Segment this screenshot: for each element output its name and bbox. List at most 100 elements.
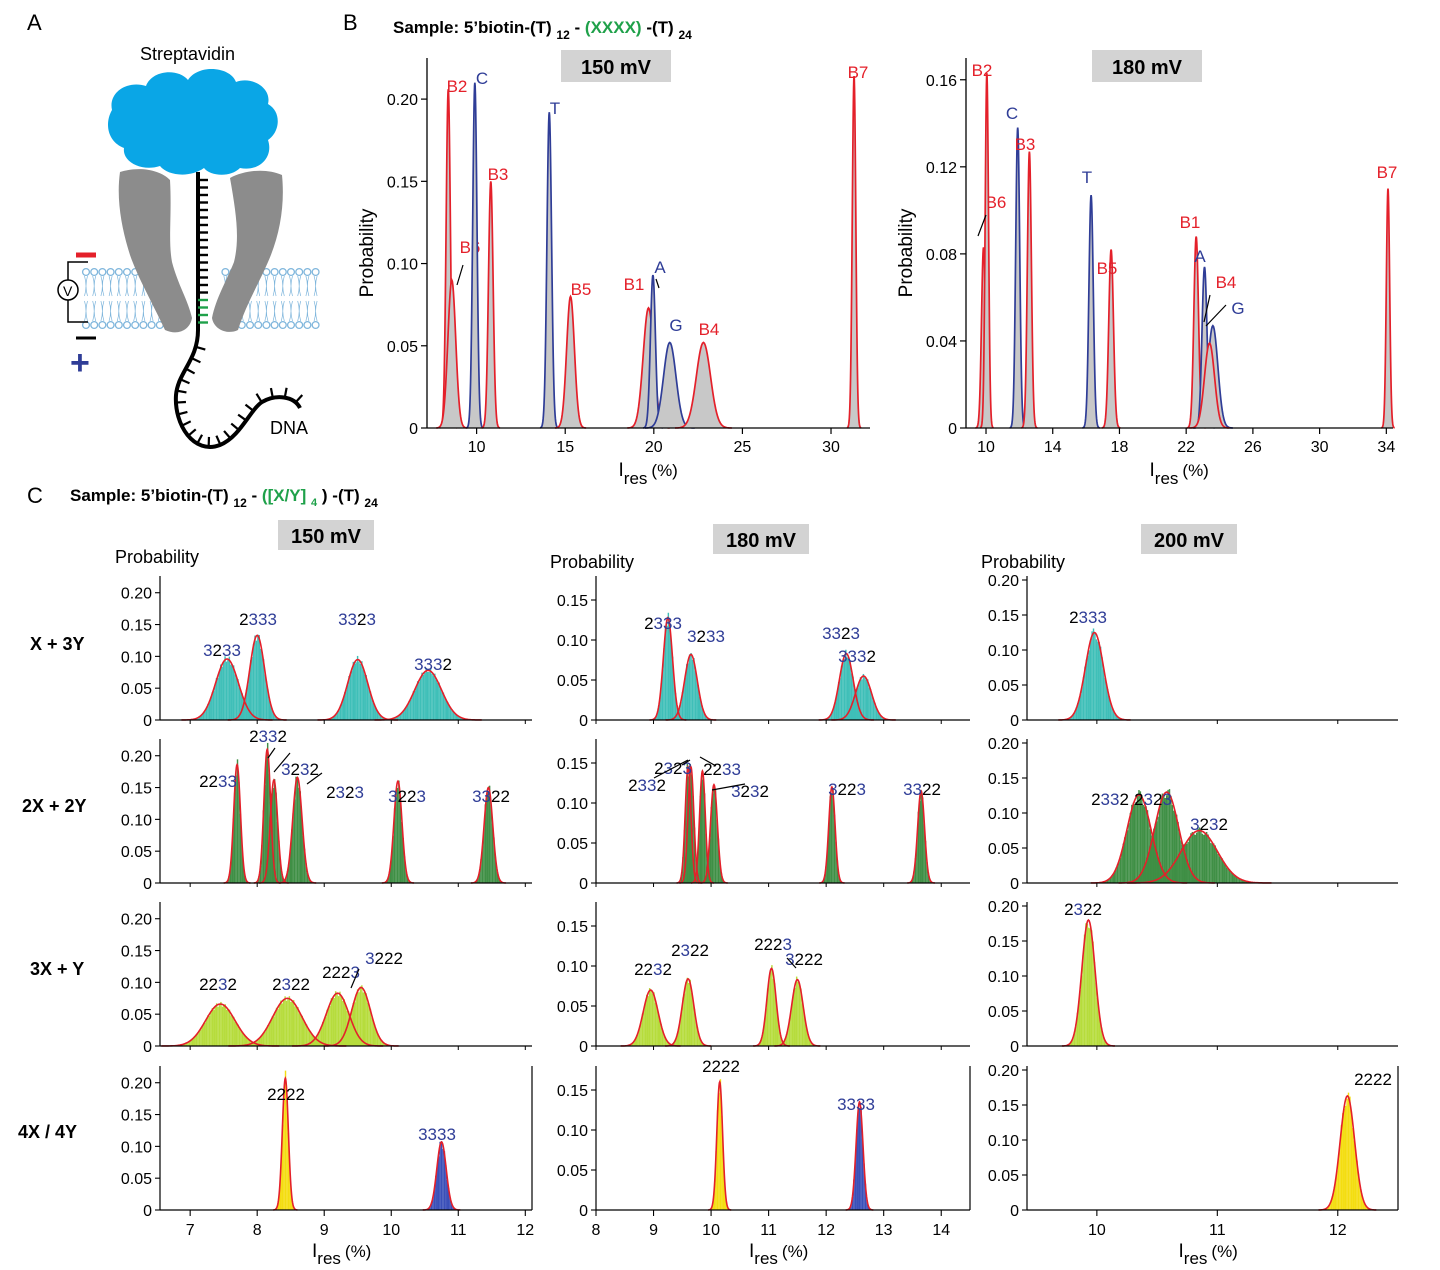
histogram-bar	[685, 982, 687, 1046]
peak-label-digit: 2	[442, 655, 451, 674]
histogram-bar	[341, 703, 343, 720]
peak-label-digit: 2	[1218, 815, 1227, 834]
histogram-bar	[676, 1035, 678, 1046]
panel-b: B Sample: 5’biotin-(T) 12 - (XXXX) -(T) …	[343, 10, 1397, 488]
voltmeter-label: V	[63, 283, 73, 299]
histogram-bar	[865, 679, 868, 720]
peak-label-digit: 2	[662, 960, 671, 979]
y-tick-label: 0.05	[121, 1007, 152, 1024]
histogram-bar	[201, 1025, 204, 1046]
peak-label: B7	[1377, 163, 1398, 182]
histogram-bar	[204, 1022, 206, 1046]
histogram-bar	[207, 704, 209, 720]
histogram-bar	[231, 1016, 234, 1046]
histogram-bar	[296, 777, 299, 883]
histogram-bar	[1092, 628, 1095, 720]
histogram-bar	[217, 677, 219, 720]
peak-label-digit: 2	[1091, 790, 1100, 809]
histogram-bar	[866, 1199, 868, 1210]
peak-label: G	[1231, 299, 1244, 318]
histogram-bar	[854, 697, 856, 720]
panel-b-sample: Sample: 5’biotin-(T) 12 - (XXXX) -(T) 24	[393, 18, 692, 43]
histogram-bar	[654, 717, 657, 720]
histogram-bar	[1069, 1042, 1071, 1046]
x-axis-label: Ires (%)	[749, 1241, 808, 1268]
peak-label-digit: 3	[259, 727, 268, 746]
histogram-bar	[381, 1040, 383, 1046]
histogram-bar	[779, 1035, 782, 1046]
x-axis-label-main: I	[1179, 1241, 1184, 1262]
histogram-bar	[785, 1034, 788, 1046]
histogram-bar	[445, 700, 448, 720]
peak-label-digit: 2	[813, 950, 822, 969]
histogram-bar	[1174, 812, 1176, 883]
dna-base	[230, 422, 240, 431]
histogram-bar	[1154, 823, 1156, 883]
histogram-bar	[1329, 1204, 1331, 1210]
lipid-head	[311, 267, 320, 277]
x-tick-label: 30	[822, 439, 840, 456]
peak-label-digit: 3	[856, 780, 865, 799]
histogram-bar	[690, 992, 693, 1046]
histogram-bar	[345, 689, 347, 720]
histogram-bar	[238, 781, 240, 883]
histogram-bar	[653, 992, 655, 1046]
peak-fit-curve	[1021, 151, 1038, 429]
histogram-bar	[1123, 837, 1126, 883]
lipid-head	[303, 320, 312, 330]
histogram-bar	[339, 1040, 342, 1046]
peak-fit-curve	[1381, 188, 1395, 429]
voltage-badge	[1092, 50, 1202, 82]
peak-label-digit: 2	[1354, 1070, 1363, 1089]
subplot-row: 2222 3333 0 0.05 0.10 0.15 0.20 7 8 9 10 11 12	[121, 1066, 534, 1239]
histogram-bar	[270, 1020, 272, 1046]
histogram-bar	[221, 1006, 224, 1046]
histogram-bar	[290, 829, 293, 883]
histogram-bar	[1235, 876, 1238, 883]
peak-label-digit: 2	[741, 782, 750, 801]
histogram-bar	[845, 715, 847, 720]
peak-label: 3223	[388, 787, 426, 806]
histogram-bar	[720, 873, 723, 883]
peak-label-digit: 2	[690, 941, 699, 960]
peak-label: B3	[1015, 135, 1036, 154]
y-tick-label: 0	[579, 1203, 588, 1220]
gaussian-fit-curve	[708, 1079, 732, 1211]
histogram-bar	[1087, 655, 1089, 720]
y-tick-label: 0.15	[387, 174, 418, 191]
histogram-bar	[916, 840, 918, 883]
x-tick-label: 14	[932, 1222, 950, 1239]
histogram-bar	[795, 976, 798, 1046]
peak-label: 2333	[644, 614, 682, 633]
histogram-bar	[1138, 875, 1141, 883]
peak-label-digit: 3	[388, 787, 397, 806]
peak-label: 3222	[785, 950, 823, 969]
histogram-bar	[787, 1029, 789, 1046]
histogram-bar	[258, 635, 260, 720]
histogram-bar	[803, 1009, 805, 1046]
dna-base	[294, 394, 304, 404]
histogram-bar	[1082, 955, 1084, 1046]
y-axis-label: Probability	[896, 208, 917, 297]
histogram-bar	[711, 793, 714, 883]
histogram-bar	[312, 1041, 314, 1046]
peak-label: 2223	[322, 963, 360, 982]
histogram-bar	[1190, 833, 1192, 883]
histogram-bar	[1234, 876, 1236, 883]
subplot-row: 2222 0 0.05 0.10 0.15 0.20 10 11 12	[988, 1063, 1399, 1239]
histogram-bar	[455, 714, 458, 720]
histogram-bar	[667, 612, 670, 720]
histogram-bar	[214, 685, 216, 720]
histogram-bar	[1137, 877, 1139, 883]
histogram-bar	[281, 1124, 284, 1210]
histogram-bar	[927, 873, 930, 883]
histogram-bar	[274, 715, 276, 720]
histogram-bar	[1167, 789, 1169, 883]
histogram-bar	[430, 1202, 433, 1210]
peak-label: A	[1194, 247, 1206, 266]
histogram-bar	[355, 662, 357, 720]
peak-label-digit: 3	[654, 614, 663, 633]
y-tick-label: 0.15	[557, 1083, 588, 1100]
peak-label: B2	[972, 61, 993, 80]
